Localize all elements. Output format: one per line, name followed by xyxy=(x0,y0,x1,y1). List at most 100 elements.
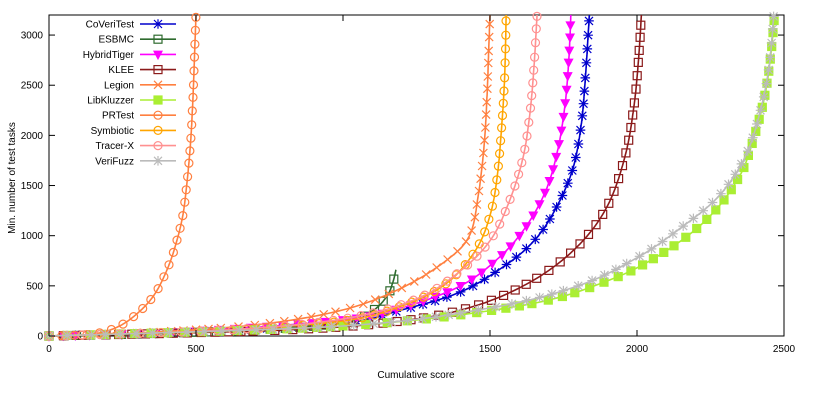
data-point xyxy=(217,326,227,336)
marker-shape xyxy=(545,214,555,224)
data-point xyxy=(168,247,178,257)
marker-shape xyxy=(591,220,601,230)
marker-shape xyxy=(498,98,508,108)
data-point xyxy=(331,307,340,317)
marker-shape xyxy=(511,252,522,262)
data-point xyxy=(384,289,394,299)
x-tick-label: 2500 xyxy=(773,344,796,355)
marker-shape xyxy=(761,78,772,89)
marker-shape xyxy=(613,272,623,282)
data-point xyxy=(146,294,156,305)
data-point xyxy=(490,302,501,312)
data-point xyxy=(524,117,534,128)
marker-shape xyxy=(476,268,487,278)
data-point xyxy=(485,19,495,29)
data-point xyxy=(528,78,538,88)
data-point xyxy=(558,285,569,296)
data-point xyxy=(138,303,148,314)
marker-shape xyxy=(443,309,454,320)
marker-shape xyxy=(558,112,569,123)
data-point xyxy=(188,92,198,103)
legend-item: PRTest xyxy=(102,110,176,122)
marker-shape xyxy=(544,265,554,275)
marker-shape xyxy=(453,246,462,256)
data-point xyxy=(486,295,496,305)
y-tick-label: 1500 xyxy=(21,181,44,192)
data-point xyxy=(551,152,562,163)
marker-shape xyxy=(497,251,507,261)
marker-shape xyxy=(480,135,489,145)
data-point xyxy=(558,112,569,123)
marker-shape xyxy=(555,257,565,267)
data-point xyxy=(499,290,509,300)
data-point xyxy=(228,325,238,335)
data-point xyxy=(555,257,565,267)
marker-shape xyxy=(358,299,368,309)
marker-shape xyxy=(758,92,769,102)
marker-shape xyxy=(118,319,128,329)
marker-shape xyxy=(521,295,532,306)
marker-shape xyxy=(331,307,340,317)
data-point xyxy=(726,185,736,195)
marker-shape xyxy=(251,325,262,335)
data-point xyxy=(62,330,72,341)
data-point xyxy=(187,120,197,130)
data-point xyxy=(251,325,262,335)
data-point xyxy=(648,254,659,264)
data-point xyxy=(528,211,539,221)
marker-shape xyxy=(486,295,496,305)
data-point xyxy=(613,272,623,282)
marker-shape xyxy=(599,270,610,280)
marker-shape xyxy=(234,325,245,336)
marker-shape xyxy=(180,197,190,207)
data-point xyxy=(472,200,482,209)
marker-shape xyxy=(613,174,624,184)
marker-shape xyxy=(530,234,541,245)
marker-shape xyxy=(153,80,163,90)
marker-shape xyxy=(442,292,452,302)
marker-shape xyxy=(487,201,497,211)
data-point xyxy=(613,174,624,184)
data-point xyxy=(455,287,466,297)
data-point xyxy=(490,187,500,198)
marker-shape xyxy=(617,161,628,171)
marker-shape xyxy=(532,11,542,21)
legend-marker xyxy=(153,125,163,135)
legend-marker xyxy=(153,50,163,61)
marker-shape xyxy=(488,231,498,241)
data-point xyxy=(442,292,452,302)
marker-shape xyxy=(199,326,210,337)
data-point xyxy=(617,161,628,171)
marker-shape xyxy=(468,281,478,291)
data-point xyxy=(551,202,562,212)
data-point xyxy=(557,190,568,201)
data-point xyxy=(767,24,778,34)
data-point xyxy=(499,86,509,96)
marker-shape xyxy=(521,279,531,289)
data-point xyxy=(510,285,520,295)
marker-shape xyxy=(565,248,576,258)
marker-shape xyxy=(284,323,294,334)
marker-shape xyxy=(501,259,512,270)
marker-shape xyxy=(356,311,366,321)
marker-shape xyxy=(707,197,718,208)
data-point xyxy=(633,57,643,68)
legend-item: Tracer-X xyxy=(95,141,176,152)
data-point xyxy=(730,169,741,180)
data-point xyxy=(115,329,125,339)
marker-shape xyxy=(184,158,194,168)
data-point xyxy=(562,72,573,82)
marker-shape xyxy=(681,232,691,242)
marker-shape xyxy=(634,45,644,56)
marker-shape xyxy=(528,211,539,221)
data-point xyxy=(480,242,490,252)
data-point xyxy=(242,324,252,334)
marker-shape xyxy=(520,144,530,154)
data-point xyxy=(493,161,503,171)
data-point xyxy=(476,268,487,278)
legend-label: HybridTiger xyxy=(83,50,135,61)
data-point xyxy=(187,106,197,116)
data-point xyxy=(118,319,128,329)
legend-label: KLEE xyxy=(108,65,134,76)
marker-shape xyxy=(183,172,193,182)
